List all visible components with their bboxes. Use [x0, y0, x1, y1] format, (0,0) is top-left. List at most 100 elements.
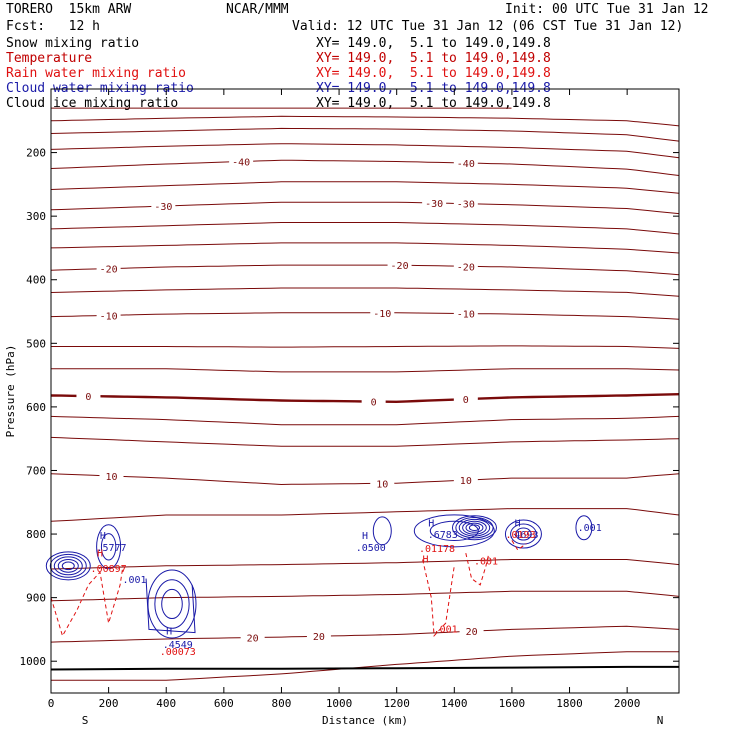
isotherm-label: -20 [100, 265, 118, 276]
isotherm-3 [50, 143, 680, 159]
isotherm-label-bg [370, 306, 395, 319]
x-tick-label: 0 [48, 697, 55, 710]
isotherm-label-bg [453, 197, 478, 210]
rain-water-contour [465, 552, 490, 586]
cloud-water-contour [455, 517, 494, 539]
cloud-water-label: .001 [578, 523, 602, 534]
y-tick-label: 700 [26, 464, 46, 477]
isotherm-label-bg [96, 309, 121, 322]
rain-water-label: .00897 [91, 564, 127, 575]
isotherm-21 [50, 625, 680, 643]
x-tick-label: 400 [156, 697, 176, 710]
isotherm-label: -10 [373, 309, 391, 320]
rain-water-label: .0193 [506, 530, 536, 541]
isotherm-19 [50, 559, 680, 570]
isotherm-22 [51, 651, 679, 681]
isotherm-label-bg [306, 630, 331, 643]
init-time: Init: 00 UTC Tue 31 Jan 12 [505, 2, 709, 17]
isotherm-9 [50, 264, 680, 276]
legend-label-cloud-ice: Cloud ice mixing ratio [6, 96, 179, 111]
cross-section-end-label: N [657, 714, 664, 727]
valid-time: Valid: 12 UTC Tue 31 Jan 12 (06 CST Tue … [292, 19, 684, 34]
isotherm-13 [51, 368, 680, 373]
y-tick-label: 200 [26, 147, 46, 160]
rain-water-label: .01178 [419, 544, 455, 555]
isotherm-7 [50, 222, 680, 235]
y-tick-label: 800 [26, 528, 46, 541]
cloud-water-contour [510, 523, 537, 545]
y-axis-label: Pressure (hPa) [4, 345, 17, 438]
cloud-water-label: .5777 [96, 543, 126, 554]
isotherm-label-bg [229, 155, 254, 168]
cloud-water-contour [53, 556, 83, 576]
cloud-water-contour [49, 553, 87, 578]
surface-pressure-line [50, 665, 679, 671]
isotherm-label-bg [422, 196, 447, 209]
y-tick-label: 1000 [20, 655, 47, 668]
isotherm-label: -30 [154, 202, 172, 213]
isotherm-4 [50, 159, 680, 176]
isotherm-8 [50, 242, 680, 254]
isotherm-label: 0 [371, 398, 377, 409]
isotherm-label: 10 [460, 476, 472, 487]
isotherm-label-bg [387, 259, 412, 272]
cloud-water-contour [45, 551, 91, 581]
legend-label-temperature: Temperature [6, 51, 93, 66]
isotherm-20 [50, 590, 680, 602]
rain-water-label: .00073 [160, 647, 196, 658]
cloud-water-label: .6783 [428, 530, 458, 541]
x-tick-label: 1400 [441, 697, 468, 710]
legend-xy-rain: XY= 149.0, 5.1 to 149.0,149.8 [316, 66, 551, 81]
cloud-water-label: .4549 [163, 640, 193, 651]
cloud-water-contour [96, 524, 122, 570]
x-tick-label: 2000 [614, 697, 641, 710]
x-tick-label: 600 [214, 697, 234, 710]
rain-water-label: H [422, 555, 428, 566]
isotherm-label-bg [453, 307, 478, 320]
isotherm-label: 20 [466, 627, 478, 638]
cloud-water-label: H [100, 531, 106, 542]
isotherm-label-bg [151, 200, 176, 213]
isotherm-17 [50, 473, 680, 486]
rain-water-contours [50, 540, 527, 638]
contour-labels: -40 -40 -30 -30 -30 -20 -20 -20 -10 -10 -10 0 0 0 10 10… [76, 155, 602, 658]
isotherm-label: -30 [457, 200, 475, 211]
cloud-water-contour [61, 561, 75, 571]
isotherm-label: -30 [425, 199, 443, 210]
x-tick-label: 1800 [556, 697, 583, 710]
y-tick-label: 900 [26, 592, 46, 605]
cloud-water-contour [429, 520, 479, 541]
isotherm-label-bg [453, 157, 478, 170]
cloud-water-contour [575, 515, 593, 541]
cloud-water-contour [462, 520, 487, 535]
isotherm-label: -40 [457, 159, 475, 170]
rain-water-label: .001 [434, 625, 458, 636]
isotherm-label-bg [96, 262, 121, 275]
isotherm-label-bg [459, 625, 484, 638]
cloud-water-label: H [166, 627, 172, 638]
cross-section-start-label: S [82, 714, 89, 727]
isotherm-6 [50, 201, 680, 215]
cloud-water-contour [504, 519, 542, 549]
isotherm-label-bg [99, 469, 124, 482]
isotherm-5 [50, 181, 680, 194]
legend-xy-temperature: XY= 149.0, 5.1 to 149.0,149.8 [316, 51, 551, 66]
axes: 0 200 400 600 800 1000 1200 1400 1600 1800 2000200… [20, 89, 679, 710]
cloud-water-label: H [362, 531, 368, 542]
isotherm-12 [51, 345, 680, 349]
isotherm-label: 20 [247, 634, 259, 645]
isotherm-15 [50, 415, 680, 426]
isotherm-2 [50, 127, 680, 142]
isotherm-label: 0 [85, 392, 91, 403]
isotherm-label: -20 [391, 261, 409, 272]
rain-water-contour [50, 565, 124, 638]
isotherm-label: -20 [457, 262, 475, 273]
rain-water-label: H [97, 548, 103, 559]
cloud-water-contour [145, 578, 196, 634]
forecast-hour: Fcst: 12 h [6, 19, 100, 34]
isotherm-10 [50, 287, 680, 297]
x-tick-label: 1200 [383, 697, 410, 710]
y-tick-label: 500 [26, 337, 46, 350]
cloud-water-contour [154, 579, 190, 629]
